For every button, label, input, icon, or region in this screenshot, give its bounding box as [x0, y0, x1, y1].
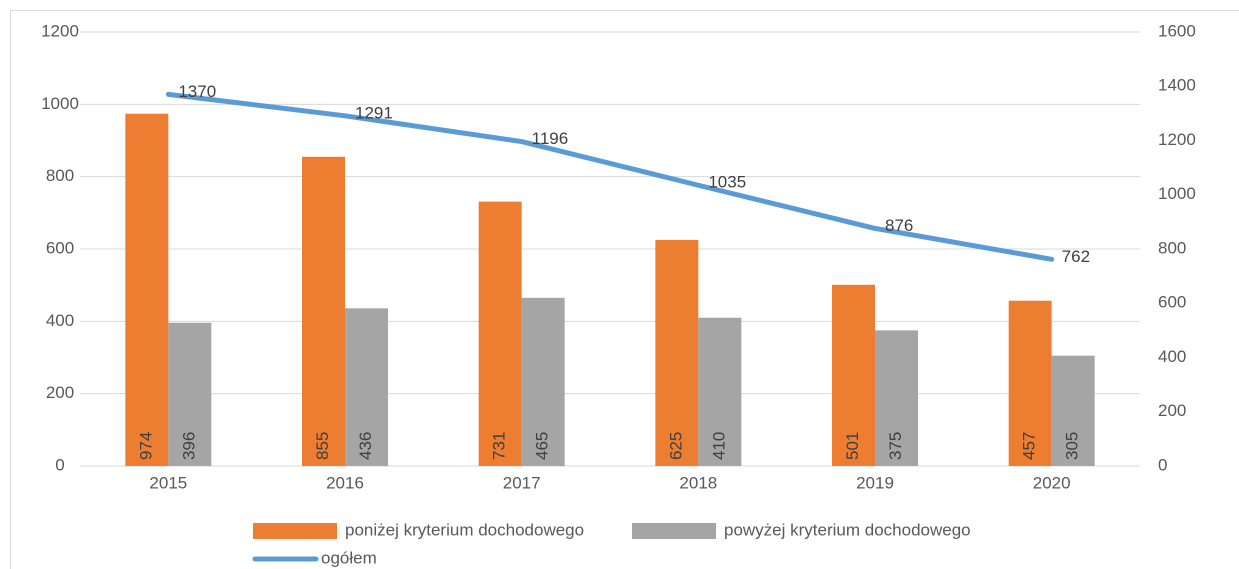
bar-value-label: 855: [313, 432, 332, 460]
y-tick-label: 200: [46, 383, 74, 402]
bar: [832, 284, 875, 466]
y2-tick-label: 200: [1158, 401, 1186, 420]
line-value-label: 876: [885, 216, 913, 235]
y-tick-label: 1000: [41, 94, 79, 113]
bar: [345, 308, 388, 466]
bar: [521, 297, 565, 466]
y-tick-label: 1200: [41, 21, 79, 40]
bar-value-label: 457: [1020, 432, 1039, 460]
bar-value-label: 410: [709, 432, 728, 460]
y2-tick-label: 0: [1158, 455, 1167, 474]
bar: [478, 201, 522, 466]
line-value-label: 1035: [708, 173, 746, 192]
y2-tick-label: 800: [1158, 238, 1186, 257]
bar: [125, 113, 169, 466]
x-tick-label: 2015: [149, 473, 187, 492]
x-tick-label: 2020: [1033, 473, 1071, 492]
line: [165, 91, 1055, 262]
x-tick-label: 2016: [326, 473, 364, 492]
y-tick-label: 800: [46, 166, 74, 185]
chart-frame: [10, 10, 1239, 569]
bar-value-label: 625: [666, 432, 685, 460]
y2-tick-label: 1600: [1158, 21, 1196, 40]
y2-tick-label: 400: [1158, 347, 1186, 366]
legend-label: ogółem: [321, 548, 377, 567]
line-value-label: 1370: [178, 82, 216, 101]
bar: [1008, 300, 1052, 466]
y-tick-label: 0: [55, 455, 64, 474]
x-tick-label: 2017: [503, 473, 541, 492]
bar: [655, 239, 699, 466]
bar-value-label: 375: [886, 432, 905, 460]
y2-tick-label: 1000: [1158, 184, 1196, 203]
legend-swatch: [632, 523, 716, 539]
bar: [168, 322, 212, 466]
x-tick-label: 2018: [679, 473, 717, 492]
bar-value-label: 305: [1063, 432, 1082, 460]
line-value-label: 1196: [532, 129, 569, 148]
bar: [1051, 355, 1095, 466]
x-tick-label: 2019: [856, 473, 894, 492]
bar-value-label: 465: [533, 432, 552, 460]
y2-tick-label: 1400: [1158, 76, 1196, 95]
bar: [698, 317, 742, 466]
bar-value-label: 974: [136, 432, 155, 460]
y2-tick-label: 600: [1158, 293, 1186, 312]
bar-value-label: 436: [356, 432, 375, 460]
y2-tick-label: 1200: [1158, 130, 1196, 149]
legend-label: powyżej kryterium dochodowego: [724, 520, 971, 539]
bar-value-label: 731: [490, 432, 509, 460]
legend-label: poniżej kryterium dochodowego: [345, 520, 584, 539]
line-value-label: 1291: [355, 103, 393, 122]
y-tick-label: 400: [46, 311, 74, 330]
legend-swatch: [253, 523, 337, 539]
bar: [875, 330, 918, 466]
bar: [302, 156, 345, 466]
bar-value-label: 501: [843, 432, 862, 460]
line-value-label: 762: [1062, 247, 1090, 266]
y-tick-label: 600: [46, 238, 74, 257]
bar-value-label: 396: [179, 432, 198, 460]
